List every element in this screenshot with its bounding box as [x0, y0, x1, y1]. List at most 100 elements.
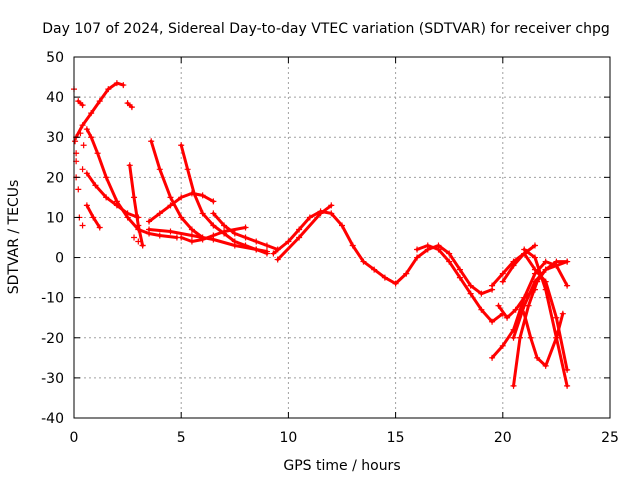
data-point [83, 126, 90, 133]
data-point [120, 82, 127, 89]
data-point [156, 166, 163, 173]
x-tick-label: 0 [70, 430, 79, 446]
data-point [381, 274, 388, 281]
data-point [446, 250, 453, 257]
data-point [467, 290, 474, 297]
series-line [128, 163, 145, 247]
data-point [88, 134, 95, 141]
data-point [79, 102, 86, 109]
data-point [178, 214, 185, 221]
data-point [126, 162, 133, 169]
data-point [83, 202, 90, 209]
series-trace-22 [489, 250, 571, 373]
data-point [88, 110, 95, 117]
data-point [105, 86, 112, 93]
data-point [231, 242, 238, 249]
data-point [478, 306, 485, 313]
data-point [146, 218, 153, 225]
data-point [542, 278, 549, 285]
series-line [149, 139, 205, 239]
series-trace-3 [124, 100, 135, 111]
data-point [285, 238, 292, 245]
data-point [446, 258, 453, 265]
data-point [113, 80, 120, 87]
data-point [75, 98, 82, 105]
data-point [435, 246, 442, 253]
data-point [253, 238, 260, 245]
data-point [188, 190, 195, 197]
data-point [146, 226, 153, 233]
data-point [72, 138, 79, 145]
data-point [510, 382, 517, 389]
data-point [79, 166, 86, 173]
y-tick-label: 0 [55, 251, 64, 267]
series-line [126, 101, 134, 109]
data-point [90, 214, 97, 221]
series-trace-15 [274, 202, 335, 263]
series-trace-1 [73, 80, 127, 141]
data-point [199, 210, 206, 217]
data-point [414, 254, 421, 261]
data-point [564, 258, 571, 265]
data-point [564, 366, 571, 373]
data-point [531, 242, 538, 249]
y-tick-label: -10 [41, 291, 64, 307]
data-point [516, 334, 523, 341]
y-tick-label: 40 [46, 90, 64, 106]
data-point [499, 270, 506, 277]
data-point [253, 246, 260, 253]
data-point [242, 224, 249, 231]
data-point [467, 282, 474, 289]
data-point [339, 222, 345, 229]
data-point [274, 256, 281, 263]
data-point [80, 142, 87, 149]
series-line [147, 228, 269, 255]
data-point [128, 104, 135, 111]
data-point [403, 270, 410, 277]
data-point [534, 354, 541, 361]
data-point [296, 234, 303, 241]
data-point [499, 342, 506, 349]
data-point [94, 150, 101, 157]
y-axis-label: SDTVAR / TECUs [6, 180, 22, 295]
series-trace-23 [521, 310, 566, 369]
data-point [512, 306, 519, 313]
data-point [199, 236, 206, 243]
series-line [271, 209, 494, 296]
data-point [79, 222, 86, 229]
series-line [512, 260, 569, 340]
data-point [531, 266, 538, 273]
data-point [167, 194, 174, 201]
data-point [553, 334, 560, 341]
y-tick-label: -30 [41, 371, 64, 387]
data-point [542, 258, 549, 265]
data-point [564, 282, 571, 289]
data-point [263, 250, 270, 257]
data-point [270, 250, 277, 257]
data-point [178, 234, 185, 241]
y-tick-labels: -40 -30 -20 -10 0 10 20 30 40 50 [41, 50, 64, 427]
data-point [564, 382, 571, 389]
data-point [178, 194, 185, 201]
x-tick-label: 15 [387, 430, 405, 446]
data-point [349, 242, 356, 249]
series-trace-14 [270, 208, 496, 297]
data-point [263, 242, 270, 249]
axis-ticks [73, 56, 611, 419]
series-trace-6 [83, 202, 103, 231]
data-point [296, 226, 303, 233]
data-point [242, 234, 249, 241]
series-trace-24 [510, 258, 571, 341]
y-tick-label: 20 [46, 170, 64, 186]
data-point [131, 234, 138, 241]
series-line [501, 244, 537, 284]
data-point [510, 334, 517, 341]
series-line [415, 244, 505, 324]
data-point [92, 182, 99, 189]
data-point [531, 278, 538, 285]
x-tick-label: 10 [279, 430, 297, 446]
data-point [328, 210, 335, 217]
gridlines [74, 57, 610, 418]
series-trace-10 [146, 190, 217, 225]
series-trace-16 [414, 242, 506, 325]
